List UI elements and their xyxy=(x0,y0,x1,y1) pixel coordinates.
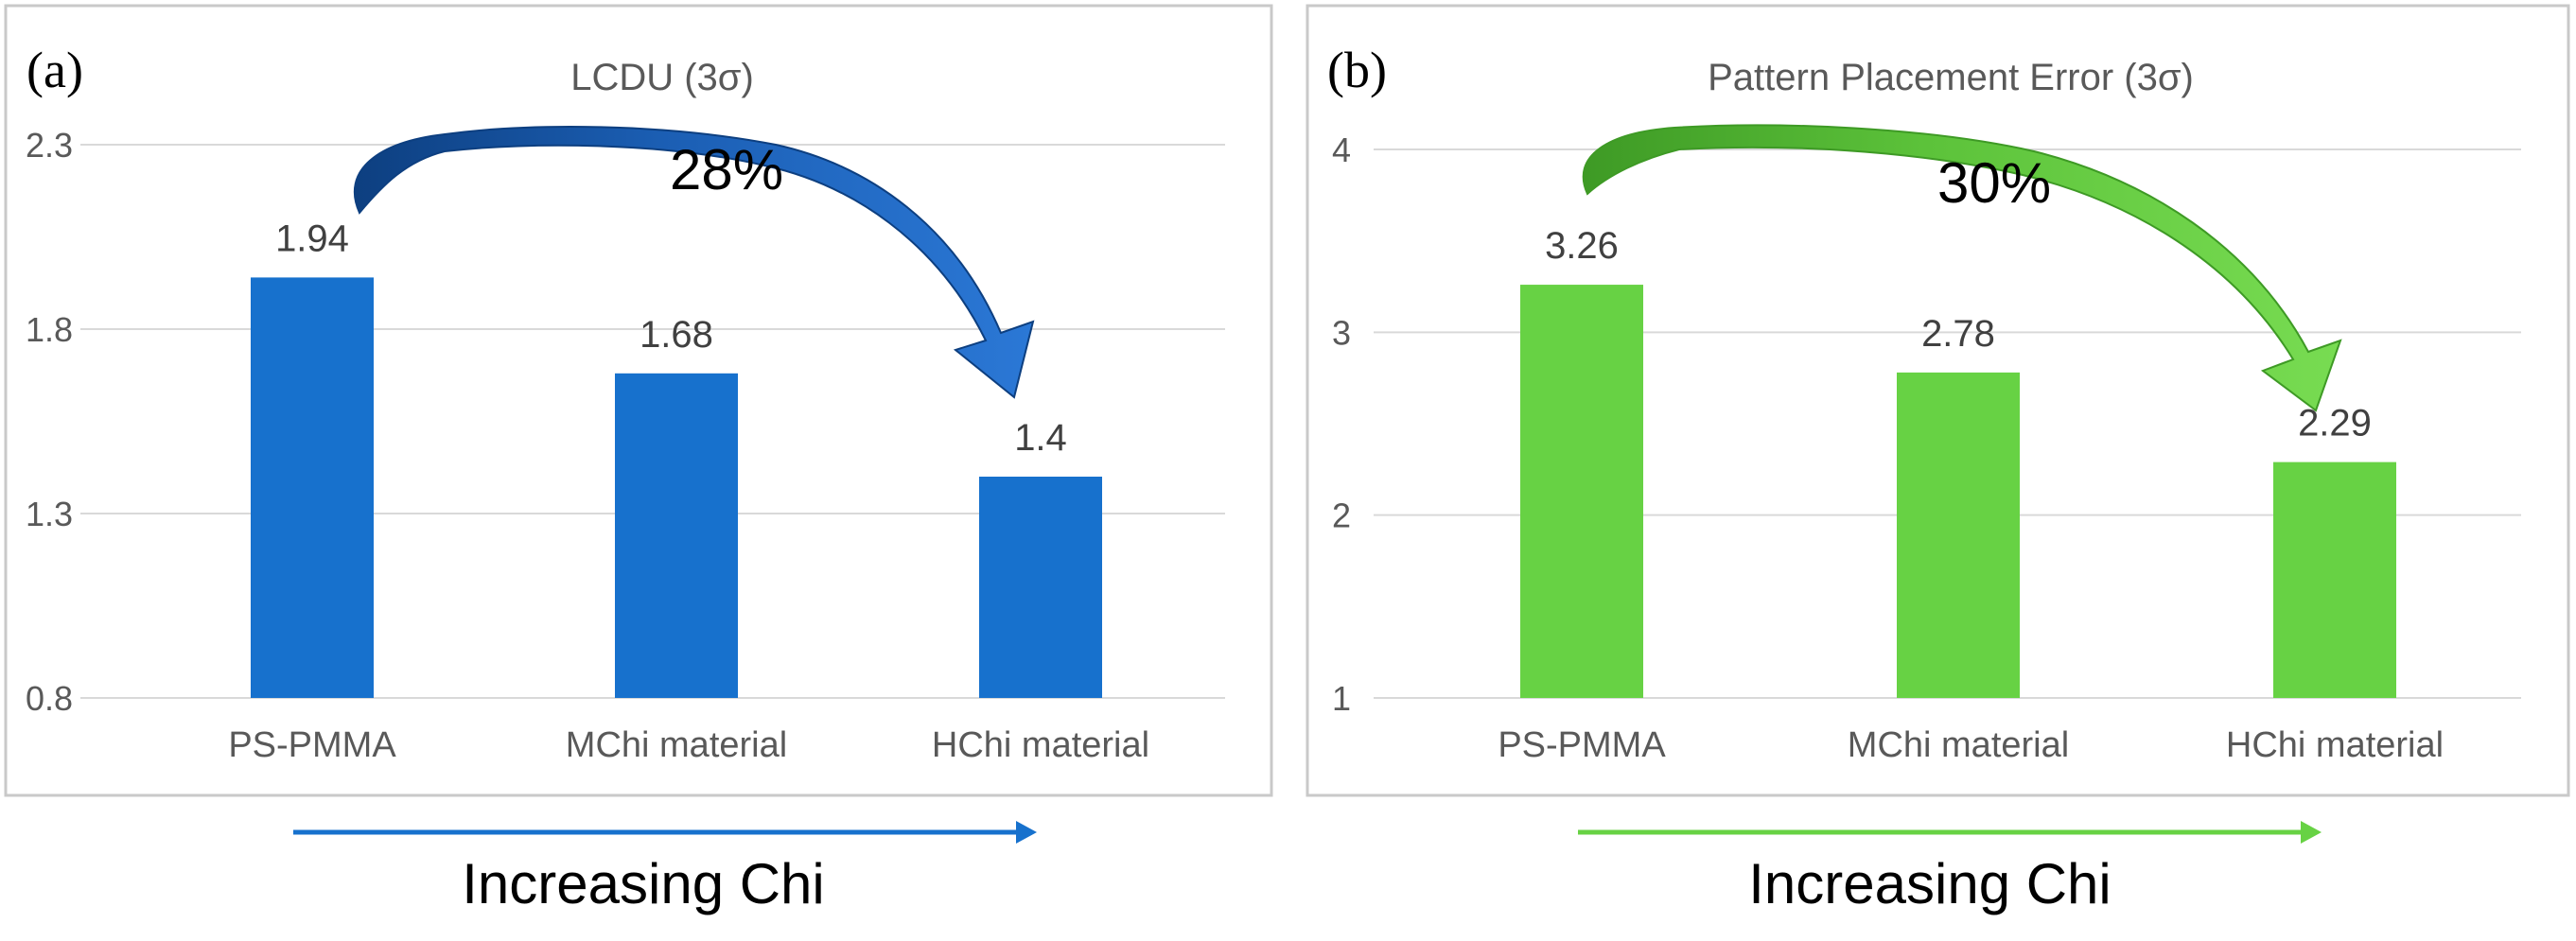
panel-b: (b) Pattern Placement Error (3σ) 1 2 3 4 3.… xyxy=(1306,4,2570,915)
panel-a-x-axis: PS-PMMA MChi material HChi material xyxy=(228,725,1149,765)
panel-a-tag: (a) xyxy=(26,42,83,98)
y-tick-label: 4 xyxy=(1332,131,1351,169)
panel-b-caption: Increasing Chi xyxy=(1748,852,2112,915)
x-tick-label: HChi material xyxy=(2226,725,2444,765)
y-tick-label: 1.3 xyxy=(26,495,73,533)
panel-a-trend-arrow-head xyxy=(1016,821,1037,844)
panel-a-trend-arc-arrow xyxy=(354,126,1035,399)
data-label: 1.4 xyxy=(1014,417,1067,459)
bar-mchi-material xyxy=(615,373,738,698)
bar-hchi-material xyxy=(979,477,1102,698)
y-tick-label: 1 xyxy=(1332,679,1351,718)
panel-b-trend-arc-arrow xyxy=(1582,124,2342,412)
y-tick-label: 0.8 xyxy=(26,679,73,718)
bar-ps-pmma xyxy=(251,277,374,698)
panel-b-title: Pattern Placement Error (3σ) xyxy=(1708,57,2194,98)
data-label: 2.78 xyxy=(1921,313,1995,355)
y-tick-label: 3 xyxy=(1332,313,1351,352)
panel-a-caption: Increasing Chi xyxy=(462,852,825,915)
panel-b-tag: (b) xyxy=(1327,42,1387,98)
y-tick-label: 1.8 xyxy=(26,310,73,349)
panel-b-reduction-label: 30% xyxy=(1937,151,2051,215)
y-tick-label: 2.3 xyxy=(26,126,73,165)
panel-a-data-labels: 1.94 1.68 1.4 xyxy=(275,218,1067,459)
bar-ps-pmma xyxy=(1520,285,1643,698)
x-tick-label: MChi material xyxy=(566,725,787,765)
panel-a-reduction-label: 28% xyxy=(670,138,783,201)
data-label: 2.29 xyxy=(2298,403,2372,444)
x-tick-label: MChi material xyxy=(1848,725,2069,765)
data-label: 1.68 xyxy=(640,314,713,356)
bar-mchi-material xyxy=(1897,372,2020,698)
x-tick-label: HChi material xyxy=(932,725,1149,765)
panel-b-y-axis: 1 2 3 4 xyxy=(1332,131,1351,718)
y-tick-label: 2 xyxy=(1332,497,1351,535)
panel-a-y-axis: 0.8 1.3 1.8 2.3 xyxy=(26,126,73,718)
bar-hchi-material xyxy=(2273,462,2396,698)
panel-b-data-labels: 3.26 2.78 2.29 xyxy=(1545,225,2372,444)
panel-a: (a) LCDU (3σ) 0.8 1.3 1.8 2.3 1.94 1.68 1.4 P… xyxy=(4,4,1273,915)
x-tick-label: PS-PMMA xyxy=(228,725,396,765)
panel-b-bars xyxy=(1520,285,2396,698)
data-label: 3.26 xyxy=(1545,225,1619,267)
data-label: 1.94 xyxy=(275,218,349,259)
panel-b-trend-arrow-head xyxy=(2301,821,2322,844)
x-tick-label: PS-PMMA xyxy=(1498,725,1666,765)
panel-a-title: LCDU (3σ) xyxy=(570,57,754,98)
panel-a-bars xyxy=(251,277,1102,698)
panel-b-x-axis: PS-PMMA MChi material HChi material xyxy=(1498,725,2444,765)
